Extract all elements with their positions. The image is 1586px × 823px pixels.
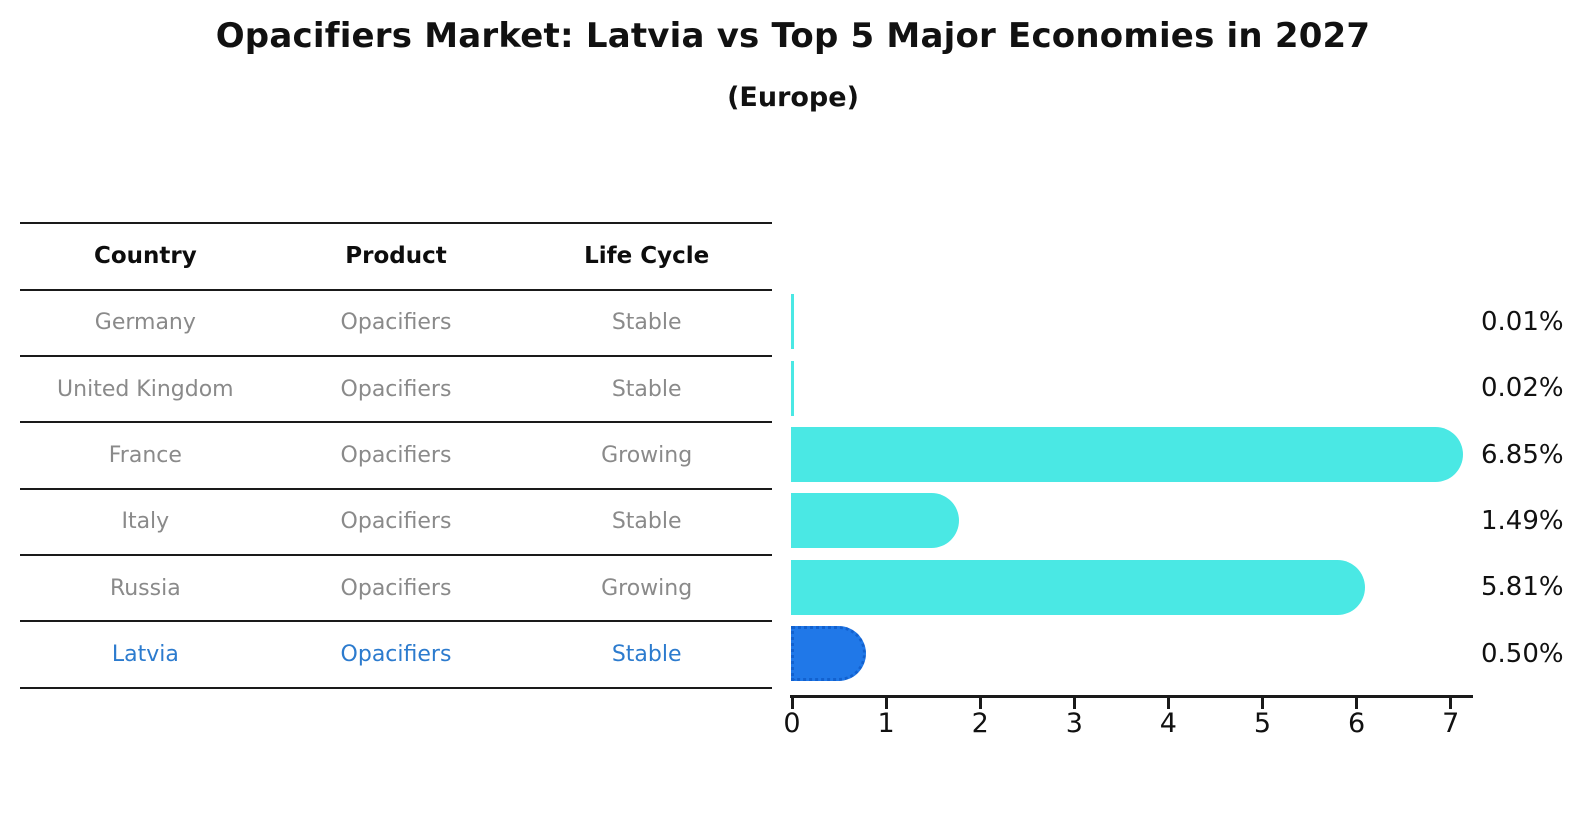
x-axis-tick xyxy=(884,698,888,709)
cell-country: Italy xyxy=(121,509,170,535)
value-label: 0.02% xyxy=(1481,373,1564,404)
x-axis-tick xyxy=(1449,698,1453,709)
cell-country: Germany xyxy=(94,310,196,336)
cell-life-cycle: Stable xyxy=(611,310,682,336)
x-axis-tick-label: 0 xyxy=(783,708,801,739)
bar-united-kingdom xyxy=(791,360,794,416)
cell-life-cycle: Stable xyxy=(611,509,682,535)
cell-product: Opacifiers xyxy=(340,575,452,601)
table-row: Russia Opacifiers Growing xyxy=(20,556,772,623)
cell-life-cycle: Stable xyxy=(611,642,682,668)
country-product-table: Country Product Life Cycle Germany Opacif… xyxy=(20,222,772,689)
cell-product: Opacifiers xyxy=(340,642,452,668)
cell-product: Opacifiers xyxy=(340,442,452,468)
x-axis-line xyxy=(790,695,1473,698)
cell-country: United Kingdom xyxy=(57,376,234,402)
x-axis-tick-label: 5 xyxy=(1253,708,1272,739)
column-header-life-cycle: Life Cycle xyxy=(584,243,710,270)
cell-product: Opacifiers xyxy=(340,310,452,336)
cell-country: France xyxy=(108,442,182,468)
x-axis-tick-label: 7 xyxy=(1442,708,1460,739)
cell-country: Latvia xyxy=(111,642,179,668)
x-axis-tick-label: 3 xyxy=(1065,708,1083,739)
x-axis-tick-label: 2 xyxy=(971,708,989,739)
bar-germany xyxy=(791,294,794,350)
cell-country: Russia xyxy=(109,575,181,601)
page-title: Opacifiers Market: Latvia vs Top 5 Major… xyxy=(215,16,1371,56)
bar-italy xyxy=(791,493,959,549)
value-label: 5.81% xyxy=(1481,572,1564,603)
x-axis-tick-label: 4 xyxy=(1159,708,1177,739)
cell-product: Opacifiers xyxy=(340,376,452,402)
column-header-country: Country xyxy=(93,243,197,270)
value-label: 6.85% xyxy=(1481,439,1564,470)
cell-life-cycle: Stable xyxy=(611,376,682,402)
bar-latvia xyxy=(791,626,866,682)
bar-russia xyxy=(791,559,1366,615)
x-axis-tick-label: 6 xyxy=(1348,708,1366,739)
column-header-product: Product xyxy=(345,243,447,270)
x-axis-tick xyxy=(1072,698,1076,709)
table-row: United Kingdom Opacifiers Stable xyxy=(20,357,772,424)
table-header-row: Country Product Life Cycle xyxy=(20,224,772,291)
x-axis-tick xyxy=(1166,698,1170,709)
cell-life-cycle: Growing xyxy=(601,442,693,468)
cell-product: Opacifiers xyxy=(340,509,452,535)
value-label: 0.50% xyxy=(1481,638,1564,669)
page-subtitle: (Europe) xyxy=(727,82,859,113)
table-body: Germany Opacifiers Stable United Kingdom Opa… xyxy=(20,291,772,689)
table-row: Germany Opacifiers Stable xyxy=(20,291,772,357)
table-row: France Opacifiers Growing xyxy=(20,423,772,490)
cell-life-cycle: Growing xyxy=(601,575,693,601)
table-row: Latvia Opacifiers Stable xyxy=(20,622,772,689)
x-axis-tick xyxy=(1261,698,1264,709)
x-axis-tick xyxy=(1355,698,1359,709)
value-label: 1.49% xyxy=(1481,505,1564,536)
x-axis-tick xyxy=(978,698,982,709)
x-axis-tick-label: 1 xyxy=(877,708,895,739)
bar-france xyxy=(791,427,1464,482)
table-row: Italy Opacifiers Stable xyxy=(20,490,772,557)
x-axis-tick xyxy=(790,698,794,709)
value-label: 0.01% xyxy=(1481,306,1564,337)
